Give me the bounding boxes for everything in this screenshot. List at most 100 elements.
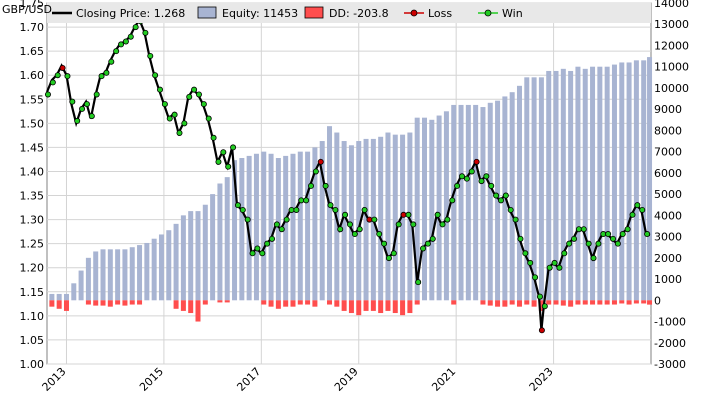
- equity-bar: [633, 60, 639, 301]
- equity-bar: [458, 104, 464, 301]
- win-marker: [118, 41, 125, 48]
- dd-bars: [49, 300, 653, 322]
- left-tick-label: 1.75: [20, 0, 45, 10]
- right-tick-label: -3000: [654, 358, 686, 371]
- equity-bar: [283, 155, 289, 301]
- win-marker: [200, 101, 207, 108]
- right-tick-label: 13000: [654, 18, 689, 31]
- win-marker: [205, 115, 212, 122]
- win-marker: [590, 255, 597, 262]
- win-marker: [64, 73, 71, 80]
- trade-markers: [44, 18, 651, 334]
- equity-bar: [480, 107, 486, 301]
- drawdown-bar: [619, 300, 625, 304]
- drawdown-bar: [633, 300, 639, 304]
- win-marker: [132, 24, 139, 31]
- win-marker: [454, 182, 461, 189]
- equity-bar: [85, 257, 91, 301]
- equity-bar: [173, 223, 179, 301]
- equity-bar: [641, 60, 647, 301]
- equity-bar: [297, 151, 303, 301]
- x-tick-label: 2021: [429, 365, 458, 394]
- win-marker: [244, 216, 251, 223]
- equity-bar: [107, 249, 113, 301]
- equity-bar: [626, 62, 632, 301]
- drawdown-bar: [647, 300, 653, 305]
- win-marker: [88, 113, 95, 120]
- win-marker: [571, 235, 578, 242]
- equity-bar: [63, 293, 69, 301]
- win-marker: [234, 202, 241, 209]
- win-marker: [269, 235, 276, 242]
- left-tick-label: 1.70: [20, 21, 45, 34]
- win-marker: [93, 91, 100, 98]
- equity-bar: [473, 104, 479, 301]
- right-tick-label: 14000: [654, 0, 689, 10]
- equity-bar: [202, 204, 208, 301]
- legend-label-close: Closing Price: 1.268: [76, 7, 185, 20]
- equity-bar: [158, 234, 164, 301]
- win-marker: [327, 202, 334, 209]
- right-tick-label: 6000: [654, 167, 682, 180]
- legend-label-win: Win: [502, 7, 523, 20]
- win-marker: [556, 264, 563, 271]
- equity-bar: [290, 153, 296, 301]
- equity-bar: [195, 211, 201, 301]
- win-marker: [166, 115, 173, 122]
- drawdown-bar: [348, 300, 354, 314]
- win-marker: [283, 216, 290, 223]
- win-marker: [459, 173, 466, 180]
- drawdown-bar: [568, 300, 574, 307]
- equity-bar: [341, 141, 347, 301]
- win-marker: [381, 240, 388, 247]
- equity-bar: [210, 194, 216, 301]
- equity-bar: [590, 66, 596, 301]
- legend: Closing Price: 1.268 Equity: 11453 DD: -20…: [52, 6, 523, 20]
- win-marker: [439, 221, 446, 228]
- drawdown-bar: [502, 300, 508, 307]
- win-marker: [522, 250, 529, 257]
- right-tick-label: 2000: [654, 252, 682, 265]
- left-tick-label: 1.50: [20, 117, 45, 130]
- win-marker: [546, 264, 553, 271]
- legend-swatch-dd: [304, 6, 324, 19]
- x-tick-label: 2015: [137, 365, 166, 394]
- equity-bar: [224, 177, 230, 301]
- drawdown-bar: [626, 300, 632, 305]
- equity-bar: [568, 70, 574, 301]
- win-marker: [541, 303, 548, 310]
- left-tick-label: 1.20: [20, 262, 45, 275]
- win-marker: [639, 206, 646, 213]
- drawdown-bar: [553, 300, 559, 305]
- drawdown-bar: [385, 300, 391, 311]
- win-marker: [186, 93, 193, 100]
- drawdown-bar: [129, 300, 135, 305]
- legend-label-dd: DD: -203.8: [329, 7, 389, 20]
- equity-bar: [546, 70, 552, 301]
- loss-marker: [366, 216, 373, 223]
- equity-bar: [538, 77, 544, 301]
- win-marker: [215, 158, 222, 165]
- drawdown-bar: [224, 300, 230, 303]
- legend-label-loss: Loss: [428, 7, 452, 20]
- drawdown-bar: [451, 300, 457, 305]
- right-tick-label: 9000: [654, 103, 682, 116]
- right-axis: -3000 -2000 -1000 0 1000 2000 3000 4000 5000 6000…: [654, 0, 689, 371]
- equity-bar: [443, 111, 449, 301]
- win-marker: [624, 226, 631, 233]
- win-marker: [580, 226, 587, 233]
- drawdown-bar: [137, 300, 143, 305]
- win-marker: [497, 197, 504, 204]
- win-marker: [278, 226, 285, 233]
- win-marker: [468, 168, 475, 175]
- win-marker: [483, 173, 490, 180]
- win-marker: [254, 245, 261, 252]
- win-marker: [342, 211, 349, 218]
- equity-bar: [619, 62, 625, 301]
- drawdown-bar: [195, 300, 201, 322]
- drawdown-bar: [122, 300, 128, 306]
- equity-bar: [553, 70, 559, 301]
- equity-bar: [465, 104, 471, 301]
- drawdown-bar: [180, 300, 186, 311]
